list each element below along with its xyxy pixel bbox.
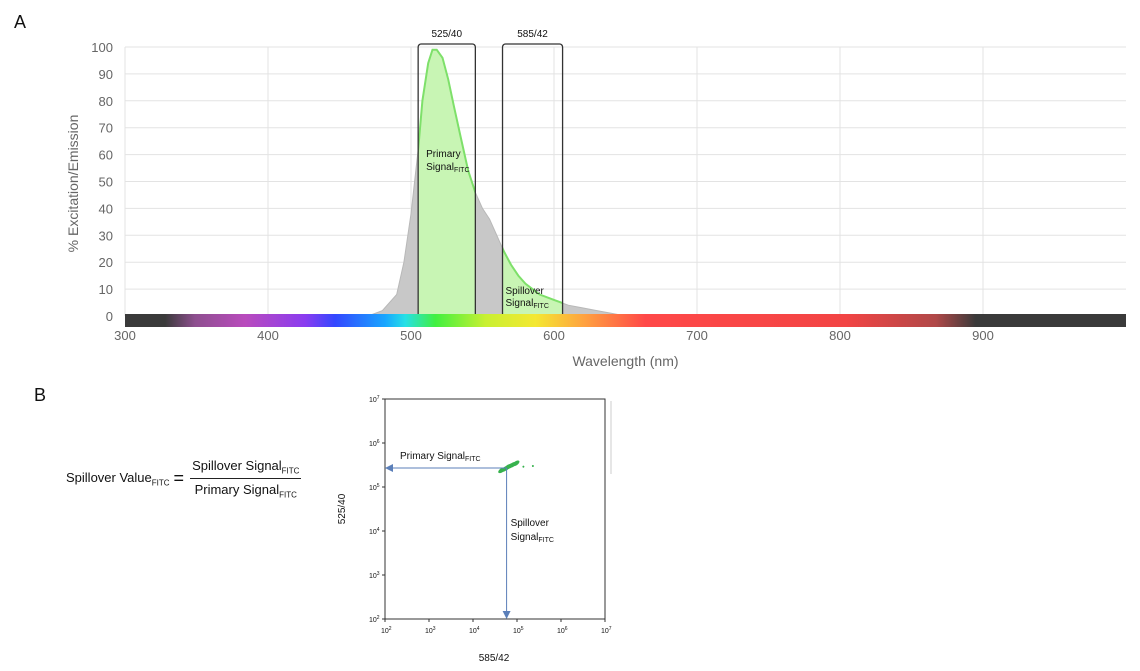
x-tick-label: 104 — [469, 626, 480, 635]
primary-signal-line — [418, 48, 476, 195]
y-tick-label: 0 — [106, 309, 113, 324]
spillover-signal-annotation-line2: SignalFITC — [506, 298, 549, 310]
y-tick-label: 60 — [99, 148, 113, 163]
filter-label-525-40: 525/40 — [431, 29, 462, 40]
dot-plot-points — [498, 460, 534, 474]
panel-label-b: B — [34, 385, 47, 405]
y-tick-label: 105 — [369, 483, 380, 492]
spectrum-chart: 0 10 20 30 40 50 60 70 80 90 100 525/40 585/42 Pri… — [65, 29, 1126, 369]
y-tick-label: 30 — [99, 228, 113, 243]
data-point — [522, 465, 525, 468]
x-tick-label: 500 — [400, 328, 422, 343]
y-tick-label: 20 — [99, 255, 113, 270]
y-tick-label: 102 — [369, 615, 380, 624]
y-tick-label: 100 — [91, 40, 113, 55]
primary-signal-area — [418, 49, 476, 316]
data-point — [509, 461, 517, 468]
formula-numerator: Spillover SignalFITC — [190, 458, 302, 479]
y-tick-label: 90 — [99, 67, 113, 82]
y-tick-label: 103 — [369, 571, 380, 580]
spillover-signal-label-line1: Spillover — [511, 518, 550, 529]
dot-plot-axes: 102 103 104 105 106 107 102 103 104 105 106 107 — [369, 395, 612, 635]
x-tick-label: 700 — [686, 328, 708, 343]
x-tick-label: 103 — [425, 626, 436, 635]
x-tick-label: 400 — [257, 328, 279, 343]
data-point — [512, 460, 520, 467]
primary-signal-annotation-line1: Primary — [426, 149, 460, 160]
data-point — [503, 465, 511, 471]
y-tick-label: 70 — [99, 121, 113, 136]
y-tick-label: 107 — [369, 395, 380, 404]
filter-label-585-42: 585/42 — [517, 29, 548, 40]
x-axis: 300 400 500 600 700 800 900 — [114, 328, 994, 343]
primary-signal-annotation-line2: SignalFITC — [426, 162, 469, 174]
y-tick-label: 10 — [99, 282, 113, 297]
x-tick-label: 105 — [513, 626, 524, 635]
x-tick-label: 800 — [829, 328, 851, 343]
spillover-signal-label-line2: SignalFITC — [511, 532, 554, 544]
data-point — [498, 467, 506, 474]
data-point — [501, 466, 508, 472]
panel-label-a: A — [14, 12, 27, 32]
x-axis-title: Wavelength (nm) — [572, 353, 678, 369]
x-tick-label: 600 — [543, 328, 565, 343]
y-axis: 0 10 20 30 40 50 60 70 80 90 100 — [91, 40, 113, 324]
y-axis-title: % Excitation/Emission — [65, 115, 81, 253]
dot-plot-y-title: 525/40 — [337, 493, 348, 524]
spillover-signal-line — [502, 245, 563, 305]
x-tick-label: 107 — [601, 626, 612, 635]
x-tick-label: 300 — [114, 328, 136, 343]
formula-lhs: Spillover ValueFITC — [66, 469, 170, 488]
formula-denominator: Primary SignalFITC — [194, 481, 297, 500]
dot-plot-frame — [384, 398, 606, 620]
x-tick-label: 102 — [381, 626, 392, 635]
grid — [124, 46, 1126, 317]
x-tick-label: 106 — [557, 626, 568, 635]
data-point — [531, 465, 534, 467]
dot-plot-x-title: 585/42 — [479, 653, 510, 664]
data-point — [506, 463, 514, 469]
x-tick-label: 900 — [972, 328, 994, 343]
y-tick-label: 104 — [369, 527, 380, 536]
emission-area — [367, 49, 626, 317]
spillover-signal-annotation-line1: Spillover — [506, 286, 545, 297]
y-tick-label: 106 — [369, 439, 380, 448]
primary-signal-label: Primary SignalFITC — [400, 451, 481, 463]
data-point — [504, 464, 512, 470]
spectrum-bar — [125, 314, 1126, 327]
spillover-formula: Spillover ValueFITC = Spillover SignalFI… — [66, 458, 302, 500]
formula-fraction: Spillover SignalFITC Primary SignalFITC — [190, 458, 302, 500]
spillover-signal-area — [502, 248, 563, 316]
formula-equals: = — [173, 468, 185, 489]
y-tick-label: 50 — [99, 175, 113, 190]
y-tick-label: 80 — [99, 94, 113, 109]
y-tick-label: 40 — [99, 201, 113, 216]
